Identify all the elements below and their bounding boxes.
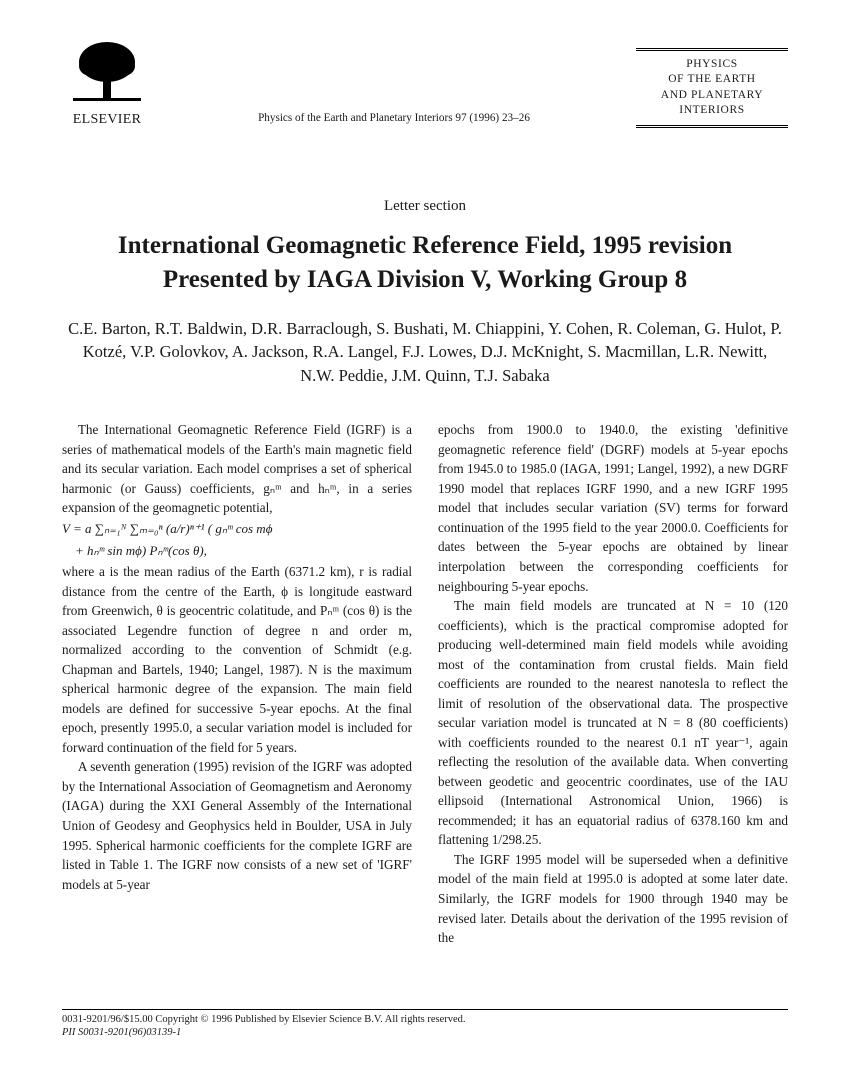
author-list: C.E. Barton, R.T. Baldwin, D.R. Barraclo… bbox=[62, 317, 788, 389]
journal-line: PHYSICS bbox=[636, 57, 788, 73]
article-title: International Geomagnetic Reference Fiel… bbox=[62, 229, 788, 297]
copyright-line: 0031-9201/96/$15.00 Copyright © 1996 Pub… bbox=[62, 1013, 788, 1027]
journal-title-box: PHYSICS OF THE EARTH AND PLANETARY INTER… bbox=[636, 48, 788, 128]
equation-line: V = a ∑ₙ₌₁ᴺ ∑ₘ₌₀ⁿ (a/r)ⁿ⁺¹ ( gₙᵐ cos mϕ bbox=[62, 518, 412, 540]
paragraph: The IGRF 1995 model will be superseded w… bbox=[438, 850, 788, 948]
paragraph: epochs from 1900.0 to 1940.0, the existi… bbox=[438, 420, 788, 596]
equation-line: + hₙᵐ sin mϕ) Pₙᵐ(cos θ), bbox=[62, 540, 412, 562]
elsevier-tree-icon bbox=[62, 40, 152, 112]
paragraph: The main field models are truncated at N… bbox=[438, 596, 788, 850]
page-header: ELSEVIER Physics of the Earth and Planet… bbox=[62, 40, 788, 128]
left-column: The International Geomagnetic Reference … bbox=[62, 420, 412, 947]
paragraph: The International Geomagnetic Reference … bbox=[62, 420, 412, 518]
publisher-logo-block: ELSEVIER bbox=[62, 40, 152, 128]
paragraph: where a is the mean radius of the Earth … bbox=[62, 562, 412, 757]
page-footer: 0031-9201/96/$15.00 Copyright © 1996 Pub… bbox=[62, 1009, 788, 1040]
body-columns: The International Geomagnetic Reference … bbox=[62, 420, 788, 947]
paragraph: A seventh generation (1995) revision of … bbox=[62, 757, 412, 894]
right-column: epochs from 1900.0 to 1940.0, the existi… bbox=[438, 420, 788, 947]
section-label: Letter section bbox=[62, 198, 788, 215]
pii-line: PII S0031-9201(96)03139-1 bbox=[62, 1026, 788, 1040]
citation-line: Physics of the Earth and Planetary Inter… bbox=[152, 112, 636, 128]
journal-line: INTERIORS bbox=[636, 103, 788, 119]
journal-line: OF THE EARTH bbox=[636, 72, 788, 88]
journal-line: AND PLANETARY bbox=[636, 88, 788, 104]
publisher-name: ELSEVIER bbox=[62, 112, 152, 128]
